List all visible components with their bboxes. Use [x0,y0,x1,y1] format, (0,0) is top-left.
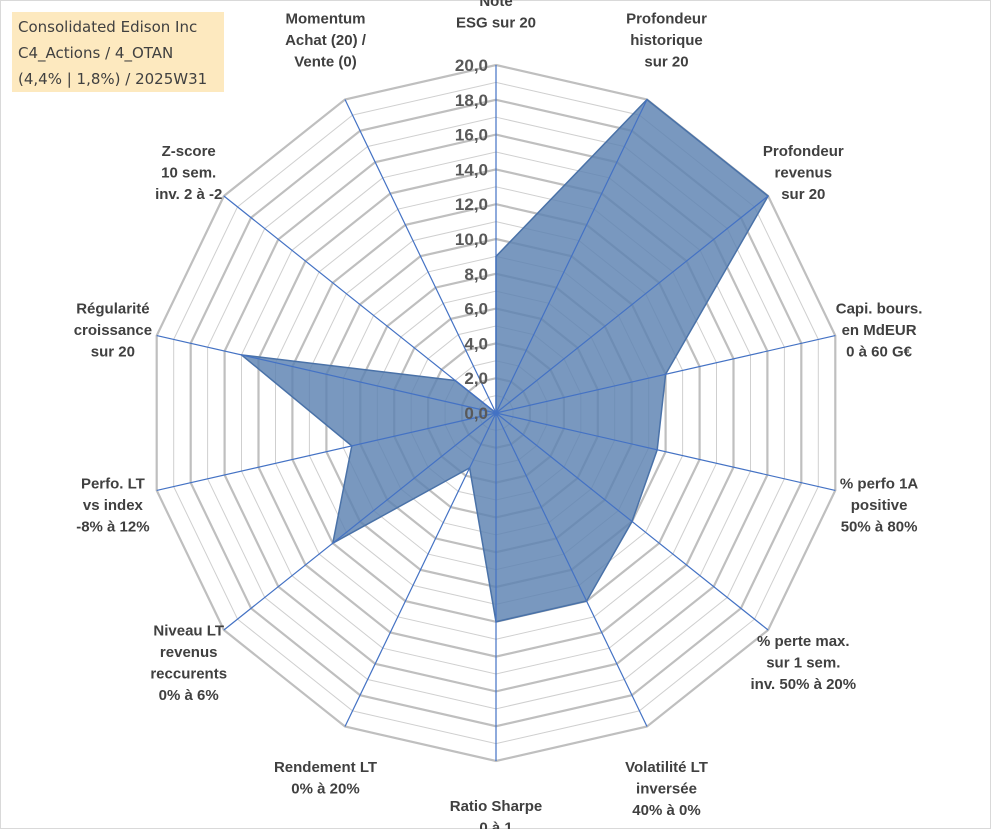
axis-label-line: inv. 50% à 20% [750,676,856,693]
axis-label-5: % perte max. sur 1 sem. inv. 50% à 20% [750,633,856,693]
tick-label: 14,0 [455,160,488,179]
axis-label-line: inv. 2 à -2 [155,186,222,203]
axis-label-line: 10 sem. [161,165,216,182]
axis-label-line: ESG sur 20 [456,15,536,32]
axis-label-8: Rendement LT 0% à 20% [274,759,377,798]
axis-label-line: Volatilité LT [625,759,708,776]
axis-label-line: Vente (0) [294,53,357,70]
info-box-category: C4_Actions / 4_OTAN [18,44,174,62]
axis-label-line: 0 à 60 G€ [846,344,913,361]
axis-label-line: reccurents [150,665,227,682]
axis-label-line: 40% à 0% [632,802,700,819]
axis-spoke [495,412,648,727]
axis-spoke [495,99,648,414]
axis-label-13: Momentum Achat (20) / Vente (0) [285,10,367,70]
tick-label: 10,0 [455,230,488,249]
axis-label-line: 0 à 1 [479,820,512,829]
axis-label-line: Ratio Sharpe [450,798,543,815]
tick-label: 20,0 [455,56,488,75]
tick-label: 0,0 [464,404,488,423]
axis-spoke [495,412,769,631]
axis-label-line: Perfo. LT [81,476,145,493]
axis-spoke [156,412,497,491]
axis-label-line: sur 20 [781,186,825,203]
axis-label-line: Achat (20) / [285,32,367,49]
axis-label-line: en MdEUR [842,322,917,339]
info-box-period: (4,4% | 1,8%) / 2025W31 [18,70,208,88]
tick-label: 16,0 [455,126,488,145]
axis-label-11: Régularité croissance sur 20 [74,301,152,361]
axis-label-line: 0% à 6% [159,687,219,704]
axis-labels: Note ESG sur 20 Profondeur historique sur 20… [74,0,923,829]
axis-label-3: Capi. bours. en MdEUR 0 à 60 G€ [836,301,923,361]
axis-label-line: Capi. bours. [836,301,923,318]
axis-label-line: Régularité [76,301,149,318]
axis-label-line: historique [630,32,703,49]
axis-label-line: sur 20 [644,53,688,70]
axis-spoke [156,335,497,414]
tick-label: 8,0 [464,265,488,284]
axis-label-line: -8% à 12% [76,519,149,536]
axis-label-line: vs index [83,497,144,514]
tick-label: 4,0 [464,334,488,353]
axis-label-line: Niveau LT [153,622,224,639]
tick-label: 18,0 [455,91,488,110]
axis-label-line: % perfo 1A [840,476,919,493]
axis-spoke [223,195,497,414]
tick-label: 12,0 [455,195,488,214]
axis-label-line: Z-score [162,143,216,160]
axis-spoke [344,412,497,727]
axis-label-line: 50% à 80% [841,519,918,536]
series-area-0 [239,98,770,623]
axis-label-line: croissance [74,322,152,339]
axis-spoke [344,99,497,414]
tick-label: 6,0 [464,300,488,319]
tick-labels: 0,0 2,0 4,0 6,0 8,0 10,0 12,0 14,0 16,0 18,0 20,0 [455,56,488,423]
axis-label-line: sur 20 [91,344,135,361]
axis-label-line: revenus [160,644,218,661]
axis-label-7: Ratio Sharpe 0 à 1 [450,798,543,829]
axis-label-0: Note ESG sur 20 [456,0,536,32]
axis-label-12: Z-score 10 sem. inv. 2 à -2 [155,143,222,203]
series-layer [239,98,770,623]
axis-label-10: Perfo. LT vs index -8% à 12% [76,476,149,536]
axis-label-line: Rendement LT [274,759,377,776]
info-box-company: Consolidated Edison Inc [18,18,198,36]
axis-spoke [495,412,836,491]
axis-label-1: Profondeur historique sur 20 [626,10,707,70]
axis-label-line: inversée [636,781,697,798]
axis-label-2: Profondeur revenus sur 20 [763,143,844,203]
axis-label-line: Profondeur [763,143,844,160]
axis-label-4: % perfo 1A positive 50% à 80% [840,476,919,536]
info-box: Consolidated Edison Inc C4_Actions / 4_O… [12,12,224,92]
axis-label-line: Note [479,0,512,10]
axis-label-line: sur 1 sem. [766,655,840,672]
axis-label-line: % perte max. [757,633,850,650]
axis-spoke [495,195,769,414]
axis-label-line: revenus [775,165,833,182]
axis-label-line: Momentum [286,10,366,27]
axis-label-9: Niveau LT revenus reccurents 0% à 6% [150,622,227,704]
axis-label-6: Volatilité LT inversée 40% à 0% [625,759,708,819]
axis-label-line: 0% à 20% [291,781,359,798]
spoke-layer [156,65,836,761]
axis-spoke [495,335,836,414]
axis-spoke [223,412,497,631]
axis-label-line: Profondeur [626,10,707,27]
tick-label: 2,0 [464,369,488,388]
axis-label-line: positive [851,497,908,514]
